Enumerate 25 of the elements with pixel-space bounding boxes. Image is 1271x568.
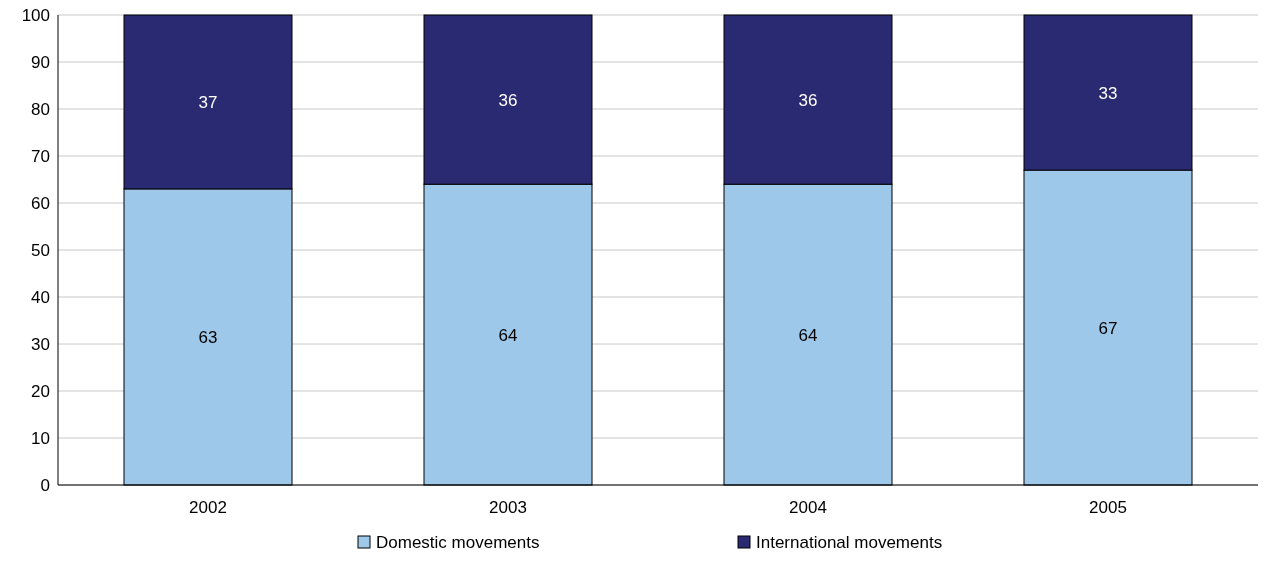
y-tick-label: 40 [31, 287, 50, 307]
x-tick-label: 2004 [789, 498, 827, 517]
y-tick-label: 0 [40, 475, 50, 495]
data-label: 67 [1098, 318, 1118, 338]
data-label: 64 [798, 325, 818, 345]
x-tick-label: 2002 [189, 498, 227, 517]
y-tick-label: 80 [31, 99, 50, 119]
y-tick-label: 50 [31, 240, 50, 260]
y-tick-label: 30 [31, 334, 50, 354]
legend-label: Domestic movements [376, 532, 540, 552]
data-label: 37 [198, 92, 218, 112]
data-label: 64 [498, 325, 518, 345]
data-label: 63 [198, 327, 218, 347]
x-tick-label: 2003 [489, 498, 527, 517]
y-tick-label: 10 [31, 428, 50, 448]
legend-label: International movements [756, 532, 943, 552]
y-tick-label: 60 [31, 193, 50, 213]
data-label: 36 [798, 90, 818, 110]
y-tick-label: 70 [31, 146, 50, 166]
y-tick-label: 100 [21, 5, 50, 25]
y-tick-label: 90 [31, 52, 50, 72]
data-label: 36 [498, 90, 518, 110]
y-tick-label: 20 [31, 381, 50, 401]
data-label: 33 [1098, 83, 1118, 103]
x-tick-label: 2005 [1089, 498, 1127, 517]
